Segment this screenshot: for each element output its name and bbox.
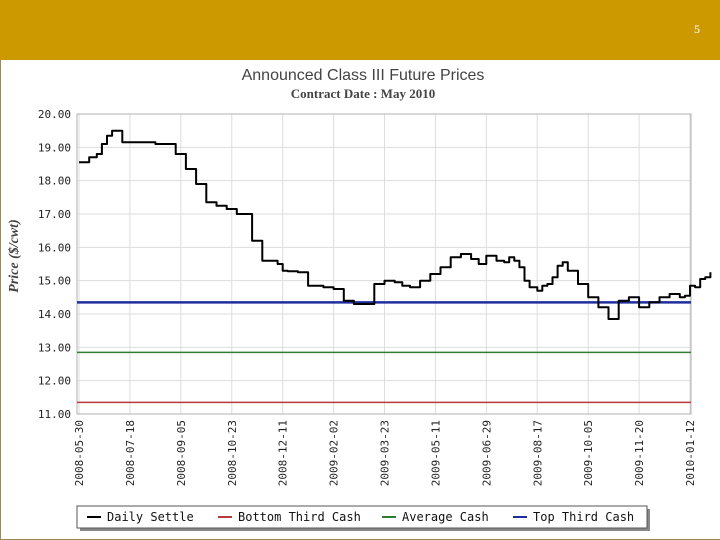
y-tick-label: 12.00 bbox=[38, 375, 71, 388]
x-tick-label: 2008-09-05 bbox=[175, 420, 188, 486]
x-tick-label: 2008-05-30 bbox=[73, 420, 86, 486]
y-tick-label: 15.00 bbox=[38, 275, 71, 288]
x-tick-label: 2008-12-11 bbox=[277, 420, 290, 486]
plot-area bbox=[76, 113, 692, 415]
x-tick-label: 2009-02-02 bbox=[328, 420, 341, 486]
legend-label: Average Cash bbox=[402, 510, 489, 524]
legend: Daily Settle Bottom Third Cash Average Cas… bbox=[76, 505, 650, 531]
x-tick-label: 2008-07-18 bbox=[124, 420, 137, 486]
price-chart: Announced Class III Future Prices Contra… bbox=[7, 67, 712, 531]
legend-top-third-cash: Top Third Cash bbox=[513, 510, 634, 524]
legend-average-cash: Average Cash bbox=[382, 510, 489, 524]
grid bbox=[77, 113, 691, 415]
x-tick-label: 2009-08-17 bbox=[531, 420, 544, 486]
legend-daily-settle: Daily Settle bbox=[87, 510, 194, 524]
chart-title: Announced Class III Future Prices bbox=[242, 67, 485, 84]
y-tick-label: 18.00 bbox=[38, 175, 71, 188]
legend-box bbox=[76, 505, 648, 529]
chart-subtitle: Contract Date : May 2010 bbox=[291, 86, 435, 101]
slide-number: 5 bbox=[694, 22, 700, 36]
y-tick-label: 19.00 bbox=[38, 141, 71, 154]
y-tick-label: 17.00 bbox=[38, 208, 71, 221]
x-tick-label: 2009-11-20 bbox=[633, 420, 646, 486]
reference-lines bbox=[77, 301, 691, 404]
slide-header: 5 bbox=[0, 0, 720, 60]
x-tick-label: 2009-03-23 bbox=[379, 420, 392, 486]
y-axis-label: Price ($/cwt) bbox=[7, 219, 22, 292]
x-tick-label: 2009-10-05 bbox=[582, 420, 595, 486]
legend-bottom-third-cash: Bottom Third Cash bbox=[218, 510, 361, 524]
x-tick-label: 2010-01-12 bbox=[684, 420, 697, 486]
x-tick-label: 2008-10-23 bbox=[226, 420, 239, 486]
y-tick-label: 14.00 bbox=[38, 308, 71, 321]
y-tick-label: 16.00 bbox=[38, 241, 71, 254]
y-tick-label: 20.00 bbox=[38, 108, 71, 121]
y-ticks: 20.00 19.00 18.00 17.00 16.00 15.00 14.00 13.00… bbox=[38, 108, 71, 421]
series-layer bbox=[79, 129, 712, 320]
y-tick-label: 13.00 bbox=[38, 341, 71, 354]
legend-label: Bottom Third Cash bbox=[238, 510, 361, 524]
legend-label: Daily Settle bbox=[107, 510, 194, 524]
x-ticks: 2008-05-30 2008-07-18 2008-09-05 2008-10-23… bbox=[73, 420, 697, 486]
y-tick-label: 11.00 bbox=[38, 408, 71, 421]
x-tick-label: 2009-05-11 bbox=[429, 420, 442, 486]
x-tick-label: 2009-06-29 bbox=[480, 420, 493, 486]
legend-label: Top Third Cash bbox=[533, 510, 634, 524]
chart-panel: Announced Class III Future Prices Contra… bbox=[0, 60, 720, 540]
daily-settle-line bbox=[79, 129, 712, 320]
